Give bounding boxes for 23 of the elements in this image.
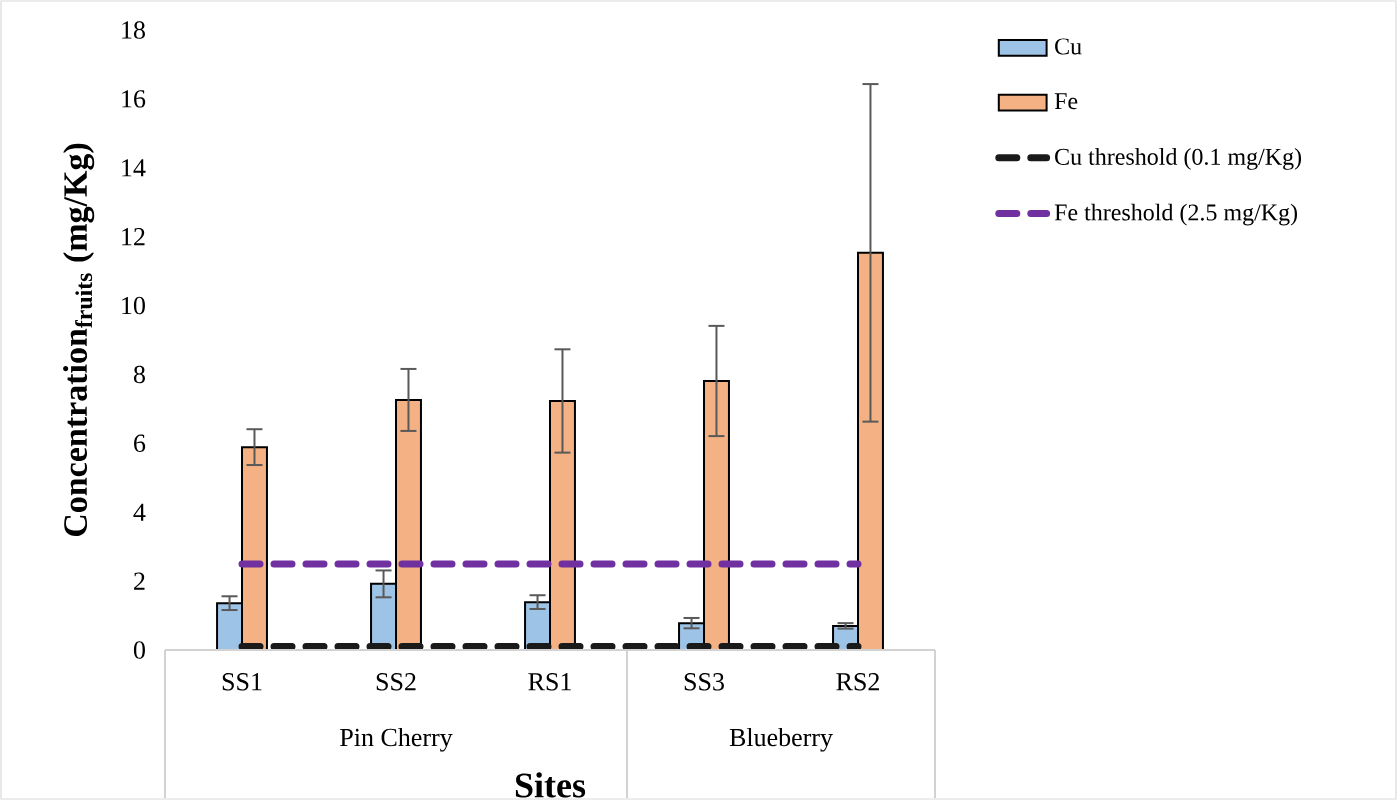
x-tick-label: SS2: [376, 673, 416, 691]
y-tick-label: 8: [133, 365, 145, 384]
y-tick-label: 16: [122, 90, 146, 108]
text: Pin Cherry: [340, 727, 453, 752]
y-tick-label: 4: [133, 503, 146, 521]
x-tick-label: RS2: [836, 673, 879, 691]
y-tick-label: 0: [133, 641, 145, 659]
y-tick-label: 18: [122, 21, 145, 39]
x-axis-title: Sites: [515, 772, 586, 798]
x-tick-label: SS1: [222, 673, 262, 691]
y-tick-label: 14: [122, 159, 146, 177]
legend-label: Fe threshold (2.5 mg/Kg): [1054, 203, 1298, 226]
x-tick-label: RS1: [528, 673, 571, 691]
legend-label: Cu threshold (0.1 mg/Kg): [1055, 148, 1302, 170]
y-tick-label: 2: [134, 572, 145, 590]
y-axis-title: Concentration$_{fruits}$ (mg/Kg): [63, 143, 95, 537]
y-tick-label: 10: [122, 296, 145, 315]
y-tick-label: 6: [134, 434, 146, 453]
legend-label: Cu: [1055, 38, 1082, 55]
text: Blueberry: [729, 727, 833, 752]
x-tick-label: SS3: [684, 673, 724, 691]
legend-label: Fe: [1054, 93, 1078, 110]
y-tick-label: 12: [122, 228, 145, 246]
